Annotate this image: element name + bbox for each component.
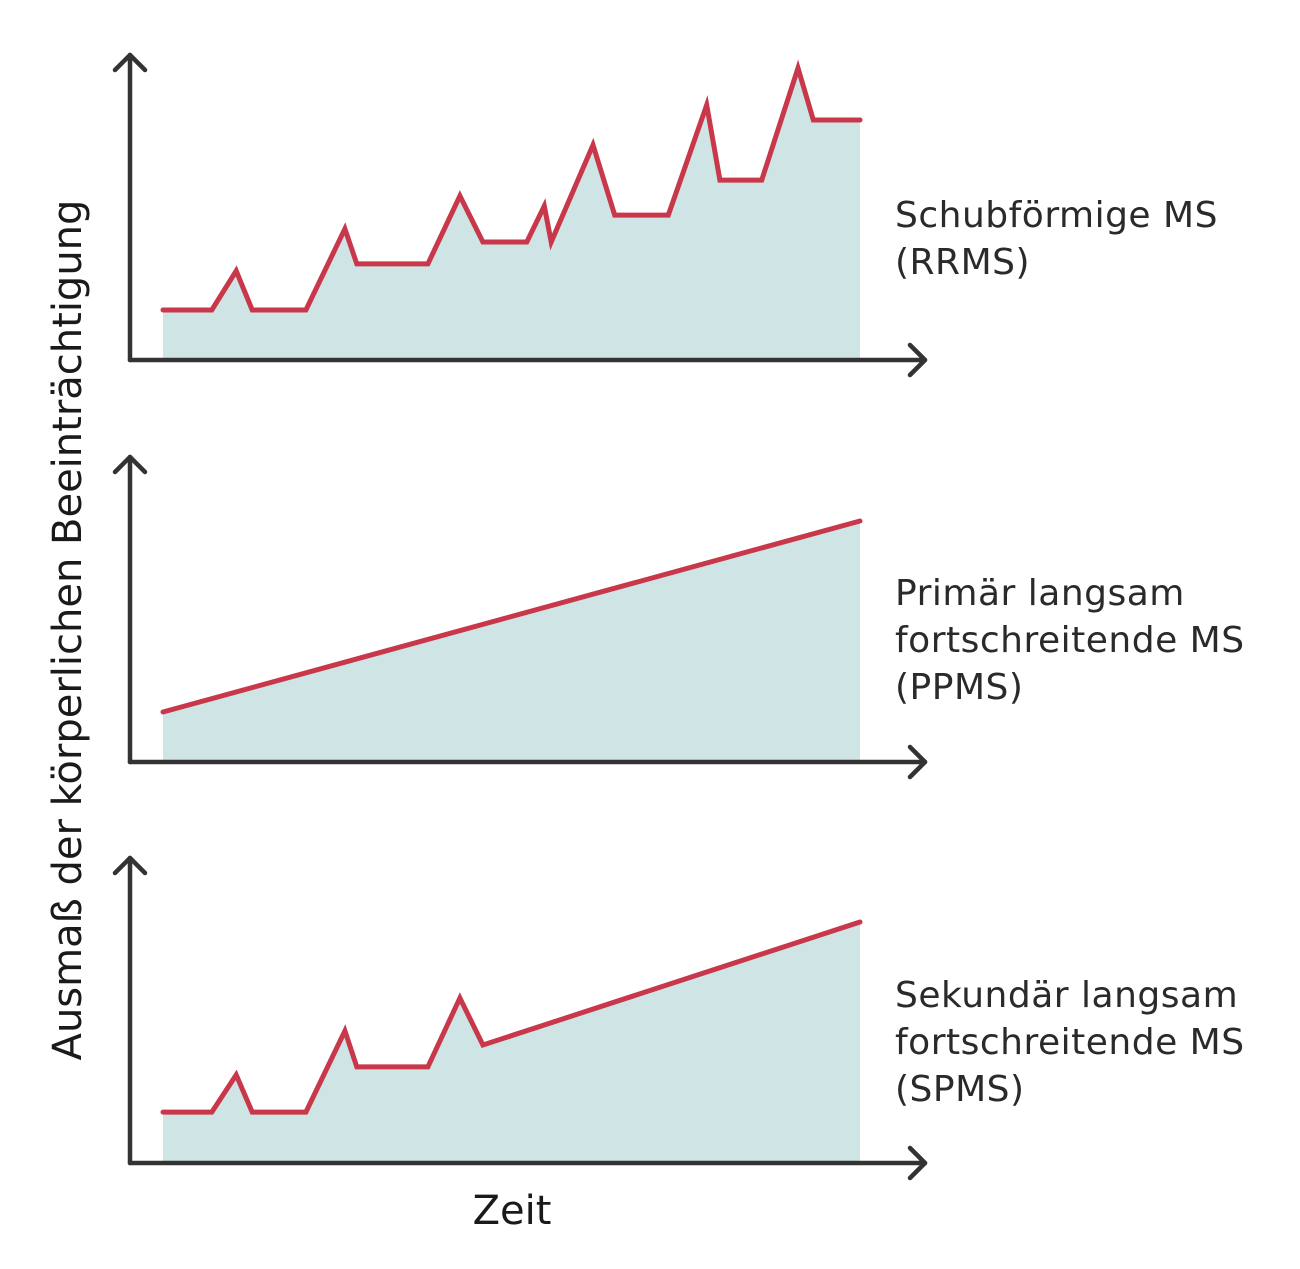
series-line (160, 59, 863, 313)
series-line (160, 518, 863, 715)
label-line: Sekundär langsam (895, 975, 1239, 1016)
label-line: fortschreitende MS (895, 1022, 1245, 1063)
series-line (160, 919, 863, 1115)
label-spms: Sekundär langsam fortschreitende MS (SPM… (895, 972, 1245, 1113)
x-axis-arrowhead (907, 1145, 928, 1181)
y-axis-label: Ausmaß der körperlichen Beeinträchtigung (45, 199, 91, 1061)
x-axis-arrowhead (907, 744, 928, 780)
label-line: fortschreitende MS (895, 620, 1245, 661)
x-axis-label: Zeit (472, 1188, 552, 1234)
label-line: (SPMS) (895, 1069, 1025, 1110)
y-axis-arrowhead (112, 855, 148, 876)
x-axis-arrowhead (907, 342, 928, 378)
label-ppms: Primär langsam fortschreitende MS (PPMS) (895, 570, 1245, 711)
label-line: (RRMS) (895, 242, 1031, 283)
label-line: Schubförmige MS (895, 195, 1218, 236)
y-axis-arrowhead (112, 52, 148, 73)
label-line: (PPMS) (895, 667, 1024, 708)
y-axis-arrowhead (112, 454, 148, 475)
area-fill (163, 922, 860, 1163)
label-rrms: Schubförmige MS (RRMS) (895, 192, 1218, 286)
area-fill (163, 68, 860, 360)
area-fill (163, 521, 860, 762)
label-line: Primär langsam (895, 573, 1185, 614)
